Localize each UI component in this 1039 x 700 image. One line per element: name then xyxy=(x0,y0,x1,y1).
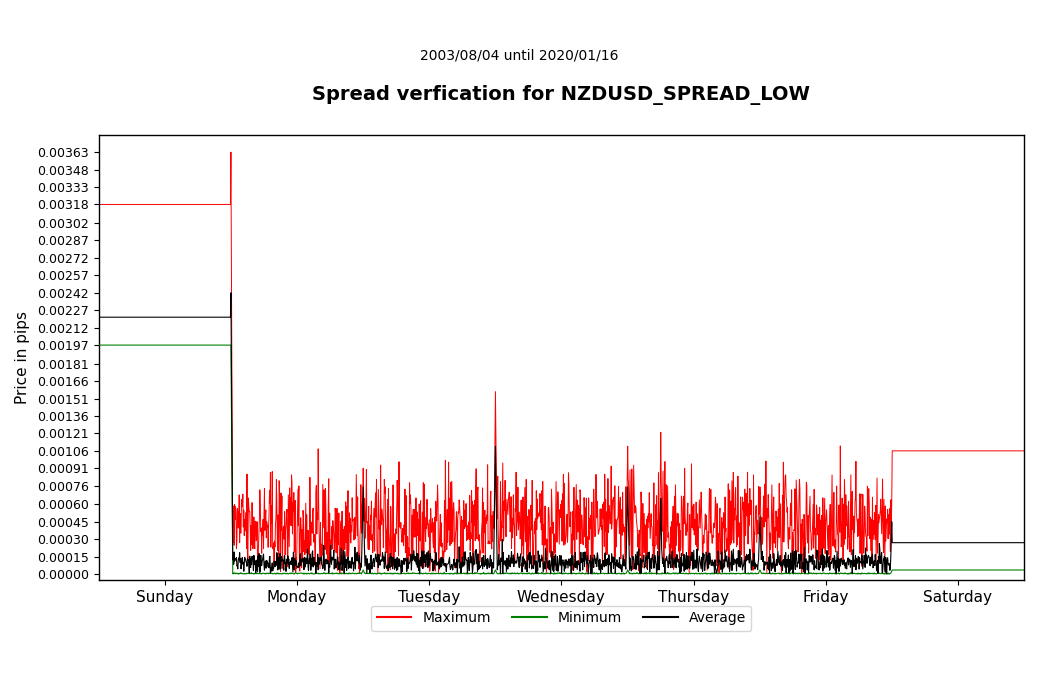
Average xyxy=(1017,538,1030,547)
Minimum xyxy=(932,566,944,574)
Average xyxy=(613,564,625,572)
Average xyxy=(515,562,528,570)
Line: Minimum: Minimum xyxy=(99,345,1024,574)
Maximum xyxy=(788,526,800,534)
Maximum xyxy=(1017,447,1030,455)
Maximum xyxy=(224,148,237,156)
Average xyxy=(1018,538,1031,547)
Minimum xyxy=(787,569,799,577)
Text: 2003/08/04 until 2020/01/16: 2003/08/04 until 2020/01/16 xyxy=(420,48,619,62)
Maximum xyxy=(1018,447,1031,455)
Legend: Maximum, Minimum, Average: Maximum, Minimum, Average xyxy=(371,606,751,631)
Maximum xyxy=(933,447,945,455)
Line: Average: Average xyxy=(99,293,1024,574)
Minimum xyxy=(92,341,105,349)
Line: Maximum: Maximum xyxy=(99,152,1024,574)
Y-axis label: Price in pips: Price in pips xyxy=(15,311,30,404)
Minimum xyxy=(788,570,800,578)
Maximum xyxy=(92,200,105,209)
Minimum xyxy=(906,566,918,574)
Average xyxy=(933,538,945,547)
Average xyxy=(224,288,237,297)
Maximum xyxy=(613,530,625,538)
Average xyxy=(880,570,893,578)
Minimum xyxy=(612,569,624,577)
Average xyxy=(92,313,105,321)
Maximum xyxy=(515,550,528,558)
Maximum xyxy=(906,447,918,455)
Minimum xyxy=(514,569,527,577)
Maximum xyxy=(334,570,346,578)
Average xyxy=(906,538,918,547)
Minimum xyxy=(1017,566,1030,574)
Minimum xyxy=(1018,566,1031,574)
Average xyxy=(788,564,800,573)
Title: Spread verfication for NZDUSD_SPREAD_LOW: Spread verfication for NZDUSD_SPREAD_LOW xyxy=(313,85,810,105)
